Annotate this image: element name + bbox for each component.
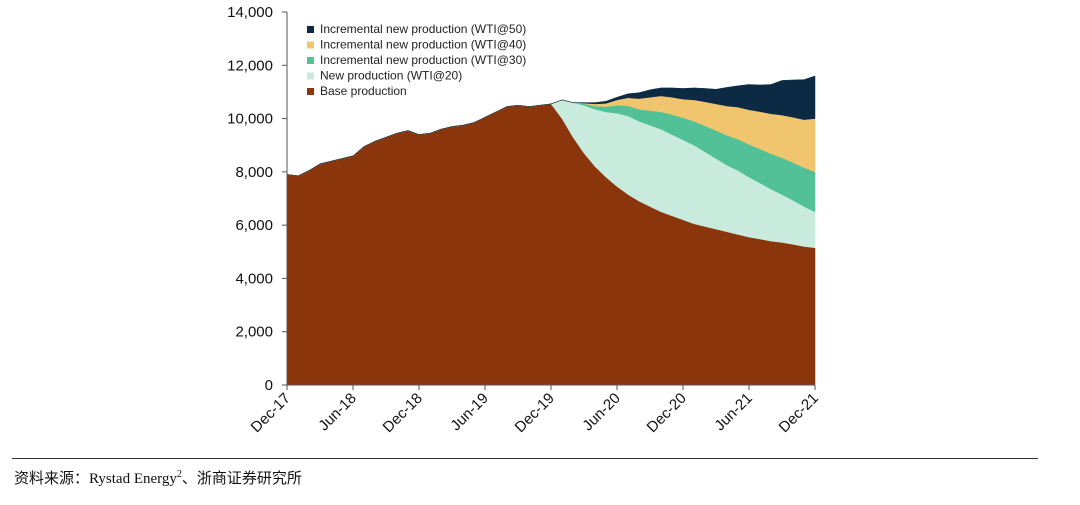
legend-swatch-base-production (307, 88, 314, 95)
x-tick-label: Jun-19 (447, 390, 491, 434)
x-tick-label: Dec-19 (512, 390, 558, 436)
y-tick-label: 2,000 (235, 324, 273, 341)
y-tick-label: 4,000 (235, 270, 273, 287)
y-tick-label: 10,000 (227, 111, 273, 128)
source-divider (12, 458, 1038, 459)
legend-swatch-incremental-new-production-wti-50 (307, 26, 314, 33)
x-tick-label: Dec-17 (248, 390, 294, 436)
x-tick-label: Jun-21 (711, 390, 755, 434)
x-tick-label: Dec-21 (776, 390, 822, 436)
source-suffix: 、浙商证券研究所 (181, 471, 302, 487)
source-note: 资料来源：Rystad Energy2、浙商证券研究所 (14, 467, 302, 488)
legend-label-base-production: Base production (320, 84, 407, 98)
area-incremental-new-production-wti-50 (286, 75, 816, 177)
y-tick-label: 12,000 (227, 57, 273, 74)
y-tick-label: 0 (265, 377, 273, 394)
legend-label-incremental-new-production-wti-50: Incremental new production (WTI@50) (320, 22, 526, 36)
legend-swatch-incremental-new-production-wti-30 (307, 57, 314, 64)
x-tick-label: Jun-18 (315, 390, 359, 434)
legend-swatch-new-production-wti-20 (307, 72, 314, 80)
source-label: 资料来源：Rystad Energy (14, 471, 177, 487)
production-area-chart: 0 2,000 4,000 6,000 8,000 10,000 12,000 14,000 D… (227, 4, 822, 436)
source-footnote-mark: 2 (176, 469, 182, 480)
y-tick-label: 6,000 (235, 217, 273, 234)
area-series-group (286, 75, 816, 386)
legend-label-incremental-new-production-wti-40: Incremental new production (WTI@40) (320, 38, 526, 52)
legend: Incremental new production (WTI@50) Incre… (307, 22, 526, 98)
legend-label-incremental-new-production-wti-30: Incremental new production (WTI@30) (320, 53, 526, 67)
y-tick-label: 14,000 (227, 4, 273, 21)
x-tick-label: Dec-18 (380, 390, 426, 436)
y-tick-label: 8,000 (235, 164, 273, 181)
legend-label-new-production-wti-20: New production (WTI@20) (320, 69, 462, 83)
x-tick-label: Jun-20 (579, 390, 623, 434)
legend-swatch-incremental-new-production-wti-40 (307, 41, 314, 49)
x-tick-label: Dec-20 (644, 390, 690, 436)
